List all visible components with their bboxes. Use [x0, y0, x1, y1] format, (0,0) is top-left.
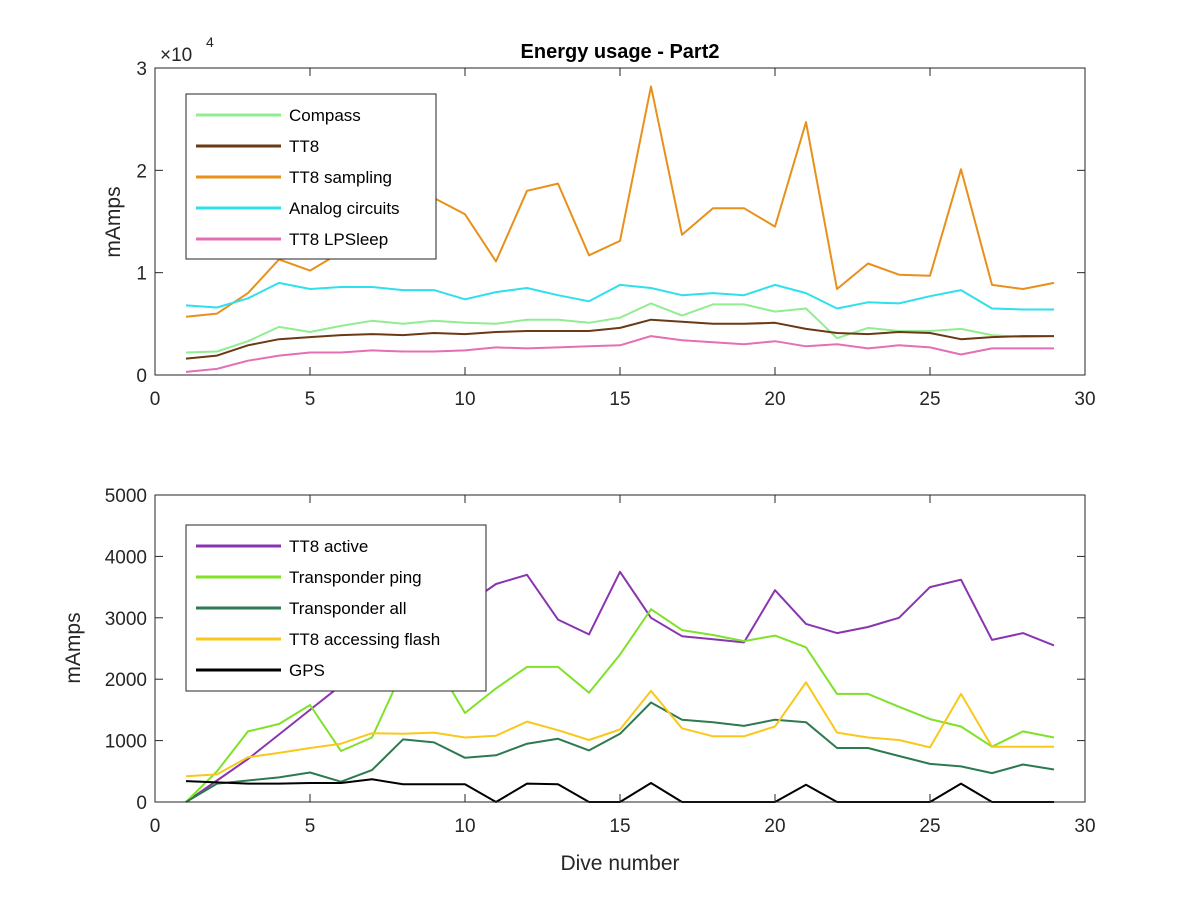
x-tick-label: 20: [764, 816, 785, 837]
top-plot: Energy usage - Part2 ×10 4 mAmps 0 5 10 15 2…: [102, 34, 1096, 410]
legend-label: Transponder all: [289, 599, 407, 618]
legend-label: TT8 active: [289, 537, 368, 556]
x-tick-label: 25: [919, 816, 940, 837]
y-axis-label-top: mAmps: [102, 186, 125, 257]
bottom-plot: mAmps Dive number 0 5 10 15 20 25 30 0 1000 2000 3…: [62, 486, 1096, 875]
series-line-tt8: [185, 318, 1054, 360]
series-line-tt8-active: [185, 570, 1055, 803]
series-line-transponder-ping: [185, 608, 1055, 803]
x-tick-label: 5: [305, 816, 316, 837]
legend-label: Analog circuits: [289, 199, 400, 218]
y-tick-label: 2: [136, 161, 147, 182]
legend-label: Transponder ping: [289, 568, 422, 587]
y-tick-label: 0: [136, 366, 147, 387]
y-axis-label-bottom: mAmps: [62, 612, 85, 683]
series-line-analog-circuits: [185, 281, 1054, 311]
x-tick-label: 0: [150, 389, 161, 410]
legend-label: TT8: [289, 137, 319, 156]
x-axis-label: Dive number: [560, 852, 679, 875]
y-tick-label: 1: [136, 264, 147, 285]
exponent-base: ×10: [160, 45, 192, 66]
x-tick-label: 20: [764, 389, 785, 410]
exponent-label: ×10 4: [160, 34, 214, 66]
y-tick-label: 1000: [105, 732, 147, 753]
legend-label: TT8 sampling: [289, 168, 392, 187]
legend: TT8 active Transponder ping Transponder al…: [185, 524, 487, 692]
x-tick-label: 10: [454, 816, 475, 837]
x-tick-label: 0: [150, 816, 161, 837]
chart-title: Energy usage - Part2: [521, 41, 720, 63]
y-tick-label: 5000: [105, 486, 147, 507]
legend: Compass TT8 TT8 sampling Analog circuits TT8…: [185, 93, 437, 260]
y-tick-label: 0: [136, 793, 147, 814]
exponent-power: 4: [206, 34, 214, 50]
x-tick-label: 5: [305, 389, 316, 410]
y-tick-label: 3: [136, 59, 147, 80]
x-tick-label: 30: [1074, 816, 1095, 837]
y-tick-label: 4000: [105, 547, 147, 568]
y-tick-label: 3000: [105, 609, 147, 630]
legend-label: GPS: [289, 661, 325, 680]
legend-label: TT8 LPSleep: [289, 230, 388, 249]
x-tick-label: 30: [1074, 389, 1095, 410]
series-line-tt8-accessing-flash: [185, 681, 1054, 778]
series-line-transponder-all: [185, 701, 1055, 803]
legend-label: Compass: [289, 106, 361, 125]
legend-label: TT8 accessing flash: [289, 630, 440, 649]
x-tick-label: 10: [454, 389, 475, 410]
x-tick-label: 25: [919, 389, 940, 410]
x-tick-label: 15: [609, 389, 630, 410]
series-line-compass: [185, 302, 1055, 354]
y-tick-label: 2000: [105, 670, 147, 691]
x-tick-label: 15: [609, 816, 630, 837]
series-line-tt8-lpsleep: [185, 335, 1054, 373]
